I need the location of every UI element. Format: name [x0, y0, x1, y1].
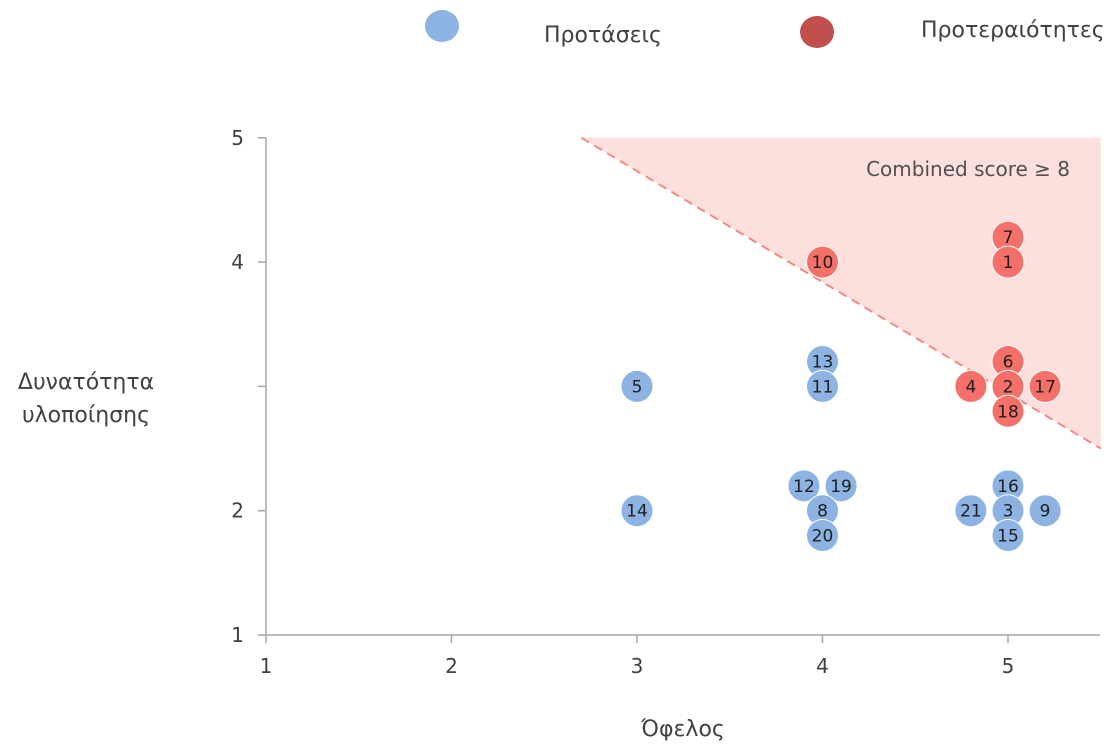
proposal-point: 11	[806, 369, 839, 403]
point-label: 15	[997, 527, 1019, 547]
point-label: 11	[812, 377, 834, 397]
x-tick-label: 3	[631, 654, 644, 678]
priority-point: 4	[954, 369, 988, 403]
point-marker	[954, 494, 988, 528]
point-marker	[954, 369, 988, 403]
proposal-point: 13	[806, 345, 839, 379]
point-label: 16	[997, 477, 1019, 497]
point-marker	[806, 369, 839, 403]
point-label: 2	[1003, 377, 1014, 397]
proposal-point: 14	[620, 494, 654, 528]
proposal-point: 16	[991, 469, 1025, 503]
y-axis-label-line-1: Δυνατότητα	[18, 370, 154, 395]
priority-point: 1	[991, 245, 1025, 279]
point-label: 3	[1003, 502, 1014, 522]
point-marker	[1028, 369, 1062, 403]
x-tick-label: 4	[816, 654, 829, 678]
point-label: 9	[1040, 502, 1051, 522]
point-marker	[787, 469, 821, 503]
point-label: 13	[812, 353, 834, 373]
point-label: 10	[812, 253, 834, 273]
priority-point: 18	[991, 394, 1025, 428]
legend-label: Προτάσεις	[544, 23, 662, 48]
point-label: 6	[1003, 353, 1014, 373]
point-label: 7	[1003, 228, 1014, 248]
point-label: 8	[817, 502, 828, 522]
point-marker	[991, 394, 1025, 428]
point-marker	[1028, 494, 1062, 528]
x-axis-label: Όφελος	[640, 717, 725, 742]
x-tick-label: 5	[1002, 654, 1015, 678]
proposal-point: 5	[620, 369, 654, 403]
point-marker	[991, 519, 1025, 553]
x-tick-label: 1	[260, 654, 273, 678]
y-tick-label: 2	[231, 499, 244, 523]
point-label: 1	[1003, 253, 1014, 273]
proposal-point: 15	[991, 519, 1025, 553]
threshold-annotation: Combined score ≥ 8	[866, 157, 1070, 181]
point-label: 18	[997, 402, 1019, 422]
point-label: 14	[626, 502, 648, 522]
point-marker	[620, 494, 654, 528]
point-marker	[824, 469, 858, 503]
point-marker	[806, 519, 839, 553]
threshold-region-layer	[580, 136, 1102, 450]
y-tick-label: 4	[231, 250, 244, 274]
point-label: 12	[793, 477, 815, 497]
point-label: 4	[965, 377, 976, 397]
point-marker	[806, 245, 839, 279]
point-marker	[991, 245, 1025, 279]
priority-point: 10	[806, 245, 839, 279]
point-label: 20	[812, 527, 834, 547]
proposal-point: 8	[806, 494, 839, 528]
threshold-line	[580, 136, 1102, 450]
legend-marker	[425, 10, 459, 42]
legend-label: Προτεραιότητες	[921, 18, 1105, 43]
point-marker	[620, 369, 654, 403]
legend-marker	[800, 16, 834, 48]
point-label: 5	[632, 377, 643, 397]
proposal-point: 12	[787, 469, 821, 503]
x-tick-label: 2	[445, 654, 458, 678]
proposal-point: 9	[1028, 494, 1062, 528]
y-tick-label: 5	[231, 126, 244, 150]
y-tick-label: 1	[231, 623, 244, 647]
proposal-point: 19	[824, 469, 858, 503]
point-label: 21	[960, 502, 982, 522]
proposal-point: 20	[806, 519, 839, 553]
point-label: 17	[1034, 377, 1056, 397]
priority-point: 17	[1028, 369, 1062, 403]
proposal-point: 21	[954, 494, 988, 528]
legend: Προτάσεις Προτεραιότητες	[425, 10, 1105, 48]
y-axis-label-line-2: υλοποίησης	[22, 403, 150, 428]
point-label: 19	[830, 477, 852, 497]
